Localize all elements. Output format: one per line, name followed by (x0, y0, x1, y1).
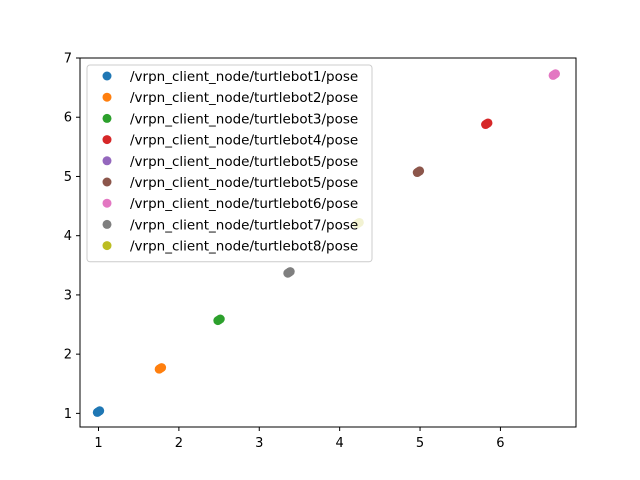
y-tick-label: 7 (64, 52, 72, 67)
legend-label: /vrpn_client_node/turtlebot3/pose (130, 111, 358, 127)
x-tick-label: 6 (496, 436, 504, 451)
y-tick-label: 6 (64, 111, 72, 126)
legend-marker (102, 113, 112, 123)
legend-marker (102, 135, 112, 145)
data-point-series-7 (550, 69, 560, 79)
data-point-series-8 (285, 267, 295, 277)
legend-marker (102, 92, 112, 102)
x-tick-label: 5 (416, 436, 424, 451)
legend-marker (102, 156, 112, 166)
x-tick-label: 1 (94, 436, 102, 451)
y-tick-label: 4 (64, 229, 72, 244)
y-axis-ticks: 1 2 3 4 5 6 7 (64, 52, 80, 422)
legend-label: /vrpn_client_node/turtlebot7/pose (130, 217, 358, 233)
legend-marker (102, 177, 112, 187)
legend-marker (102, 219, 112, 229)
legend-label: /vrpn_client_node/turtlebot1/pose (130, 69, 358, 85)
legend-label: /vrpn_client_node/turtlebot8/pose (130, 239, 358, 255)
x-tick-label: 2 (175, 436, 183, 451)
legend-label: /vrpn_client_node/turtlebot5/pose (130, 154, 358, 170)
legend-label: /vrpn_client_node/turtlebot5/pose (130, 175, 358, 191)
data-point-series-1 (95, 406, 105, 416)
y-tick-label: 1 (64, 407, 72, 422)
y-tick-label: 2 (64, 348, 72, 363)
legend-label: /vrpn_client_node/turtlebot6/pose (130, 196, 358, 212)
legend-label: /vrpn_client_node/turtlebot2/pose (130, 90, 358, 106)
x-axis-ticks: 1 2 3 4 5 6 (94, 427, 505, 451)
legend-box (86, 64, 373, 263)
axes-frame (79, 57, 577, 428)
x-tick-label: 4 (336, 436, 344, 451)
data-point-series-3 (215, 314, 225, 324)
y-tick-label: 3 (64, 288, 72, 303)
legend-marker (102, 198, 112, 208)
x-tick-label: 3 (255, 436, 263, 451)
y-tick-label: 5 (64, 170, 72, 185)
legend-marker (102, 241, 112, 251)
data-point-series-4 (483, 118, 493, 128)
legend-marker (102, 71, 112, 81)
data-point-series-2 (157, 363, 167, 373)
legend-label: /vrpn_client_node/turtlebot4/pose (130, 133, 358, 149)
data-point-series-6 (415, 166, 425, 176)
legend: /vrpn_client_node/turtlebot1/pose/vrpn_c… (86, 64, 373, 263)
